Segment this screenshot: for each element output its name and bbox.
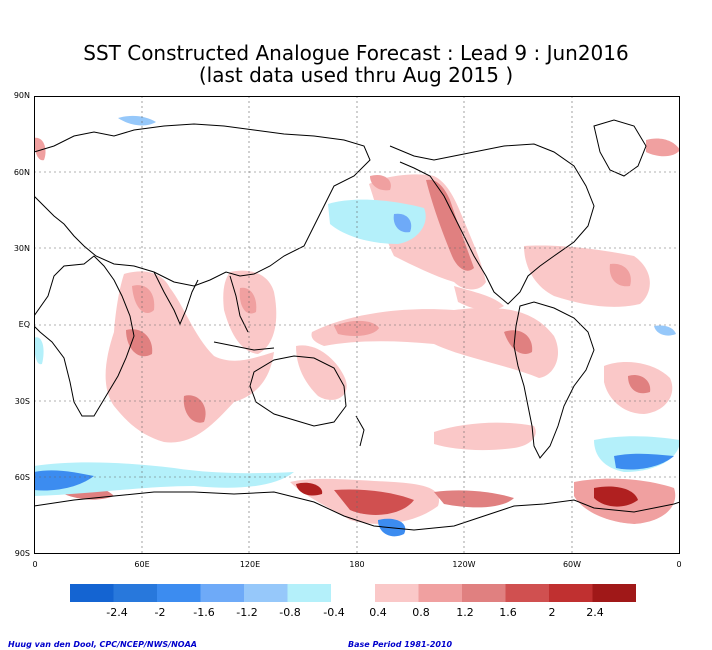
colorbar-swatch-negative-1 xyxy=(113,584,157,602)
colorbar xyxy=(70,584,636,602)
warm-region-amundsen-sea xyxy=(434,490,514,508)
warm-region-south-indian xyxy=(183,395,206,423)
cool-region-atlantic-equator xyxy=(654,325,676,336)
africa-outline xyxy=(34,255,135,417)
colorbar-swatch-positive-1 xyxy=(418,584,462,602)
cool-anomaly-regions xyxy=(34,115,680,537)
map-frame xyxy=(34,96,680,554)
lon-label-120e: 120E xyxy=(239,560,261,569)
lon-label-0-east: 0 xyxy=(676,560,682,569)
cool-region-north-pacific xyxy=(328,199,426,244)
credit-author: Huug van den Dool, CPC/NCEP/NWS/NOAA xyxy=(8,640,197,649)
indochina-outline xyxy=(229,275,249,333)
cool-region-southern-indian xyxy=(34,462,294,496)
warm-region-scs-core xyxy=(239,287,257,314)
lat-label-60n: 60N xyxy=(13,168,30,177)
colorbar-swatch-positive-5 xyxy=(592,584,636,602)
indonesia-outline xyxy=(213,341,275,351)
map-title-line2: (last data used thru Aug 2015 ) xyxy=(198,63,514,87)
warm-region-south-atlantic-core xyxy=(628,374,651,394)
warm-region-central-pacific-core xyxy=(334,320,379,336)
map-title-line1: SST Constructed Analogue Forecast : Lead… xyxy=(83,41,629,65)
warm-region-bering xyxy=(370,174,391,191)
antarctica-outline xyxy=(34,491,680,531)
greenland-outline xyxy=(593,119,647,177)
colorbar-label-8: 1.2 xyxy=(456,606,474,619)
colorbar-swatch-positive-3 xyxy=(505,584,549,602)
warm-region-norwegian-sea xyxy=(34,137,46,161)
gridlines xyxy=(34,96,680,554)
sst-anomaly-map xyxy=(34,96,680,554)
north-america-outline xyxy=(389,143,595,305)
cool-region-north-pacific-core xyxy=(393,213,412,233)
colorbar-swatch-positive-0 xyxy=(375,584,419,602)
warm-region-north-atlantic xyxy=(524,245,650,307)
warm-region-australia-east xyxy=(296,345,347,400)
colorbar-swatch-negative-4 xyxy=(244,584,288,602)
colorbar-label-9: 1.6 xyxy=(499,606,517,619)
warm-anomaly-regions xyxy=(34,137,680,524)
warm-region-east-pacific-core xyxy=(504,330,533,354)
lat-label-30s: 30S xyxy=(14,397,30,406)
warm-region-indian-ocean xyxy=(105,271,274,443)
lon-label-60e: 60E xyxy=(134,560,150,569)
colorbar-label-1: -2 xyxy=(154,606,166,619)
lat-label-90n: 90N xyxy=(13,91,30,100)
cool-region-west-africa xyxy=(34,337,44,365)
warm-region-alaska-coast-strong xyxy=(426,179,474,271)
warm-region-west-indian xyxy=(126,329,153,357)
colorbar-swatch-negative-2 xyxy=(157,584,201,602)
warm-region-ross-sea-strong xyxy=(334,489,414,515)
colorbar-label-4: -0.8 xyxy=(279,606,301,619)
colorbar-label-7: 0.8 xyxy=(412,606,430,619)
warm-region-ross-sea-core xyxy=(296,482,323,496)
colorbar-swatch-positive-2 xyxy=(462,584,506,602)
new-zealand-outline xyxy=(355,415,365,447)
lat-label-eq: EQ xyxy=(18,320,30,329)
cool-region-arctic xyxy=(118,115,156,126)
colorbar-swatch-negative-3 xyxy=(200,584,244,602)
lat-label-30n: 30N xyxy=(13,244,30,253)
colorbar-label-3: -1.2 xyxy=(236,606,258,619)
colorbar-label-2: -1.6 xyxy=(193,606,215,619)
india-outline xyxy=(153,271,199,326)
colorbar-label-6: 0.4 xyxy=(369,606,387,619)
cool-region-southern-indian-core xyxy=(34,470,94,491)
warm-region-weddell-core xyxy=(594,486,638,507)
lon-label-120w: 120W xyxy=(452,560,476,569)
cool-region-south-atlantic-polar-core xyxy=(614,453,674,470)
australia-outline xyxy=(249,355,347,427)
colorbar-label-11: 2.4 xyxy=(586,606,604,619)
warm-region-south-pacific xyxy=(434,422,536,451)
colorbar-swatch-positive-4 xyxy=(549,584,593,602)
warm-region-arabian-sea xyxy=(132,285,155,313)
colorbar-swatch-negative-5 xyxy=(287,584,331,602)
lon-label-0: 0 xyxy=(32,560,38,569)
colorbar-label-5: -0.4 xyxy=(323,606,345,619)
colorbar-swatch-negative-0 xyxy=(70,584,114,602)
warm-region-greenland-sea xyxy=(646,138,680,157)
warm-region-north-atlantic-core xyxy=(609,263,631,287)
continent-outlines xyxy=(34,119,680,531)
colorbar-label-0: -2.4 xyxy=(106,606,128,619)
warm-region-california xyxy=(454,286,504,311)
lat-label-60s: 60S xyxy=(14,473,30,482)
lat-label-90s: 90S xyxy=(14,549,30,558)
south-america-outline xyxy=(513,301,595,459)
credit-base-period: Base Period 1981-2010 xyxy=(348,640,453,649)
eurasia-outline xyxy=(34,123,371,287)
lon-label-180: 180 xyxy=(349,560,365,569)
colorbar-label-10: 2 xyxy=(548,606,556,619)
lon-label-60w: 60W xyxy=(562,560,582,569)
